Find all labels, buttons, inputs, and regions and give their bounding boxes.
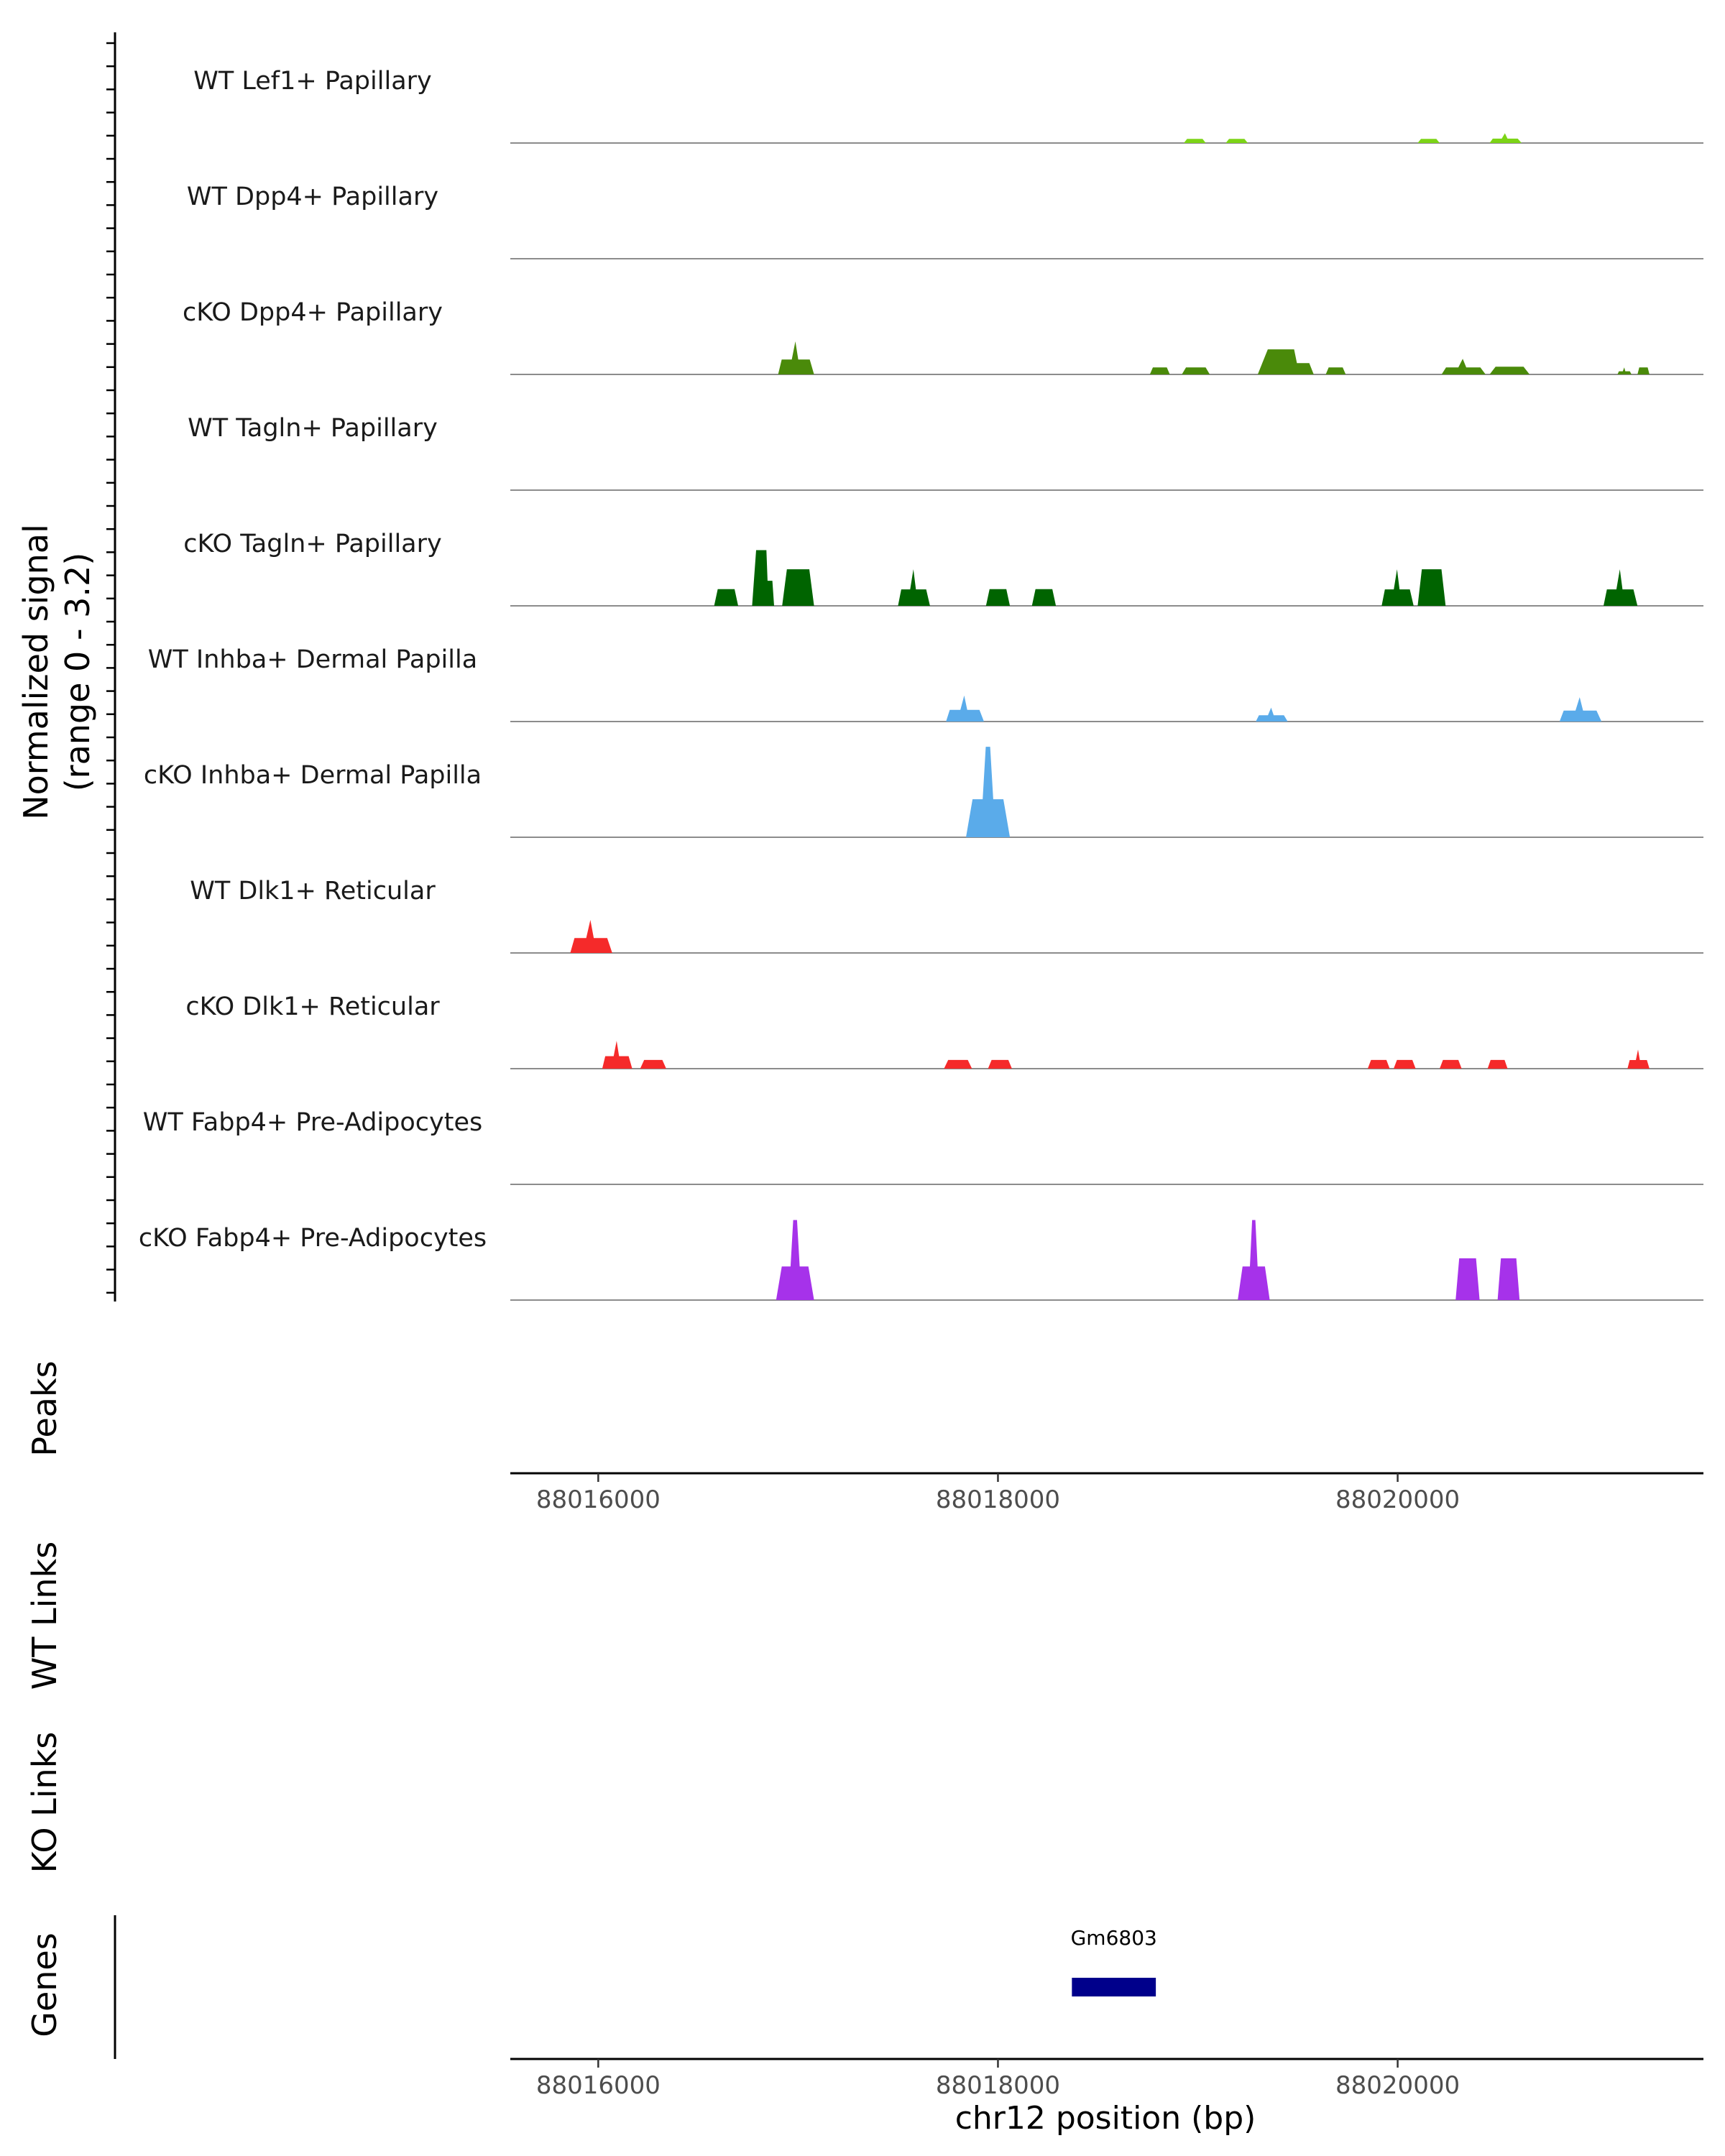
gene-annotations: Gm6803 (1071, 1926, 1157, 1996)
coverage-peak (1487, 1059, 1508, 1069)
coverage-peak (1367, 1059, 1390, 1069)
track-label: WT Dpp4+ Papillary (187, 183, 438, 211)
coverage-peak (1031, 589, 1057, 606)
coverage-peak (752, 550, 774, 606)
coverage-peak (1184, 139, 1206, 143)
coverage-peak (1182, 367, 1210, 374)
coverage-peak (1604, 569, 1638, 606)
coverage-peak (1489, 367, 1530, 374)
coverage-peak (1455, 1258, 1480, 1300)
coverage-peak (714, 589, 738, 606)
coverage-peak (778, 341, 814, 374)
x-axis-tick-label: 88020000 (1335, 1485, 1460, 1514)
x-axis-tick-label: 88016000 (536, 1485, 661, 1514)
coverage-peak (966, 747, 1011, 837)
gene-label: Gm6803 (1071, 1926, 1157, 1950)
coverage-peak (1256, 707, 1288, 722)
coverage-peak (1417, 569, 1446, 606)
coverage-peak (570, 920, 612, 953)
coverage-peak (1440, 1059, 1462, 1069)
coverage-peak (946, 695, 984, 722)
track-8: WT Dlk1+ Reticular (190, 877, 1703, 954)
coverage-peak (1257, 349, 1314, 374)
coverage-peak (1497, 1258, 1520, 1300)
track-label: cKO Dpp4+ Papillary (183, 298, 443, 327)
x-axis-tick-label: 88018000 (936, 2071, 1060, 2100)
track-9: cKO Dlk1+ Reticular (185, 992, 1703, 1069)
coverage-peak (1149, 367, 1170, 374)
coverage-peak (1559, 697, 1602, 722)
x-axis-tick-label: 88018000 (936, 1485, 1060, 1514)
coverage-peak (640, 1059, 666, 1069)
coverage-peak (1381, 569, 1414, 606)
genes-x-axis-ticks: 88016000 88018000 88020000 (536, 2059, 1460, 2100)
track-7: cKO Inhba+ Dermal Papilla (144, 747, 1703, 838)
coverage-peak (1325, 367, 1346, 374)
coverage-peak (1225, 139, 1248, 143)
coverage-tracks: WT Lef1+ Papillary WT Dpp4+ Papillary cKO … (139, 67, 1703, 1301)
track-11: cKO Fabp4+ Pre-Adipocytes (139, 1220, 1703, 1301)
track-label: WT Fabp4+ Pre-Adipocytes (143, 1108, 482, 1137)
coverage-peak (944, 1059, 972, 1069)
coverage-peak (1238, 1220, 1270, 1300)
coverage-peak (1617, 367, 1632, 374)
track-label: cKO Tagln+ Papillary (183, 530, 442, 558)
coverage-peak (1489, 133, 1522, 143)
track-4: WT Tagln+ Papillary (188, 414, 1703, 491)
coverage-peak (1441, 359, 1486, 374)
y-axis-range: (range 0 - 3.2) (58, 553, 97, 792)
x-axis-title: chr12 position (bp) (955, 2100, 1256, 2137)
peaks-x-axis-ticks: 88016000 88018000 88020000 (536, 1473, 1460, 1514)
track-label: WT Tagln+ Papillary (188, 414, 438, 443)
panel-label-ko-links: KO Links (25, 1732, 64, 1874)
coverage-peak (1394, 1059, 1416, 1069)
panel-label-peaks: Peaks (25, 1360, 64, 1456)
y-axis-title: Normalized signal (17, 524, 55, 820)
gene-body (1072, 1978, 1156, 1996)
panel-label-wt-links: WT Links (25, 1542, 64, 1690)
track-6: WT Inhba+ Dermal Papilla (148, 645, 1703, 722)
track-3: cKO Dpp4+ Papillary (183, 298, 1703, 375)
coverage-peak (985, 589, 1011, 606)
track-label: WT Dlk1+ Reticular (190, 877, 436, 906)
x-axis-tick-label: 88020000 (1335, 2071, 1460, 2100)
track-label: WT Inhba+ Dermal Papilla (148, 645, 477, 674)
coverage-peak (602, 1041, 632, 1069)
coverage-peak (988, 1059, 1012, 1069)
track-5: cKO Tagln+ Papillary (183, 530, 1703, 607)
track-1: WT Lef1+ Papillary (193, 67, 1703, 144)
track-label: cKO Dlk1+ Reticular (185, 992, 440, 1021)
signal-y-axis (106, 32, 116, 1302)
coverage-peak (1637, 367, 1650, 374)
coverage-peak (782, 569, 814, 606)
track-10: WT Fabp4+ Pre-Adipocytes (143, 1108, 1703, 1185)
coverage-peak (1417, 139, 1440, 143)
track-label: cKO Inhba+ Dermal Papilla (144, 761, 482, 790)
coverage-peak (776, 1220, 814, 1300)
track-label: cKO Fabp4+ Pre-Adipocytes (139, 1224, 487, 1253)
coverage-peak (1627, 1049, 1650, 1069)
x-axis-tick-label: 88016000 (536, 2071, 661, 2100)
coverage-peak (898, 569, 930, 606)
track-2: WT Dpp4+ Papillary (187, 183, 1703, 259)
track-label: WT Lef1+ Papillary (193, 67, 432, 96)
panel-label-genes: Genes (25, 1932, 64, 2037)
